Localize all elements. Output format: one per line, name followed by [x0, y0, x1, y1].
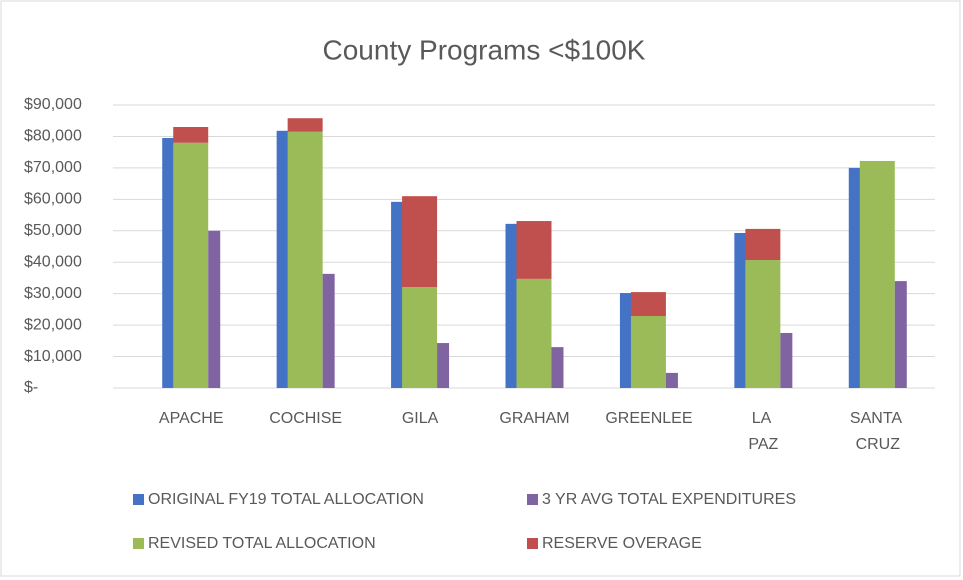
x-tick-label: SANTA CRUZ: [850, 410, 906, 453]
x-tick-label: APACHE: [159, 410, 224, 427]
y-tick-label: $10,000: [24, 348, 82, 365]
legend-swatch: [133, 538, 144, 549]
y-tick-label: $20,000: [24, 316, 82, 333]
bar: [780, 332, 793, 388]
bar: [505, 223, 518, 388]
bar: [630, 292, 666, 316]
legend-swatch: [527, 538, 538, 549]
y-tick-label: $60,000: [24, 191, 82, 208]
legend-label: RESERVE OVERAGE: [542, 535, 702, 552]
bar: [516, 221, 552, 279]
bar: [287, 118, 323, 132]
x-tick-label: GRAHAM: [499, 410, 569, 427]
bar: [162, 138, 175, 388]
legend-swatch: [133, 494, 144, 505]
bar: [551, 347, 564, 388]
y-tick-label: $30,000: [24, 285, 82, 302]
x-tick-label: GREENLEE: [605, 410, 692, 427]
bar: [516, 278, 552, 388]
legend-label: REVISED TOTAL ALLOCATION: [148, 535, 376, 552]
legend-label: 3 YR AVG TOTAL EXPENDITURES: [542, 491, 796, 508]
bar: [848, 167, 861, 388]
bar: [630, 315, 666, 388]
bar: [894, 281, 907, 388]
bar: [437, 343, 450, 388]
chart-title: County Programs <$100K: [323, 34, 646, 65]
bar: [745, 260, 781, 388]
y-tick-label: $50,000: [24, 222, 82, 239]
y-tick-label: $40,000: [24, 253, 82, 270]
bar: [402, 287, 438, 388]
y-tick-label: $80,000: [24, 128, 82, 145]
x-tick-label: GILA: [402, 410, 439, 427]
y-tick-label: $70,000: [24, 159, 82, 176]
legend-label: ORIGINAL FY19 TOTAL ALLOCATION: [148, 491, 424, 508]
x-tick-label: LA PAZ: [748, 410, 778, 453]
bar: [287, 131, 323, 388]
bar: [322, 273, 335, 388]
bar: [208, 230, 221, 388]
bar: [173, 142, 209, 388]
legend-swatch: [527, 494, 538, 505]
bar: [665, 372, 678, 388]
bar: [173, 127, 209, 143]
bar: [619, 293, 632, 388]
bar: [859, 160, 895, 388]
x-tick-label: COCHISE: [269, 410, 342, 427]
bar: [402, 196, 438, 288]
bar: [391, 201, 404, 388]
bar: [276, 130, 289, 389]
y-tick-label: $-: [24, 379, 38, 396]
y-tick-label: $90,000: [24, 96, 82, 113]
bar: [745, 228, 781, 261]
bar: [734, 232, 747, 388]
